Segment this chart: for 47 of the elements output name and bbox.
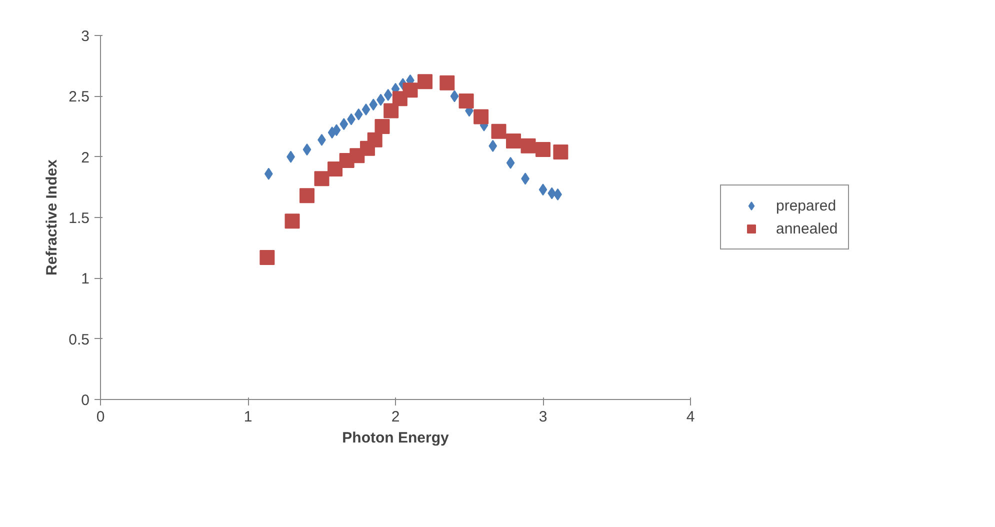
- y-axis-title: Refractive Index: [44, 158, 61, 276]
- point: [354, 108, 363, 120]
- point: [553, 144, 568, 160]
- point: [506, 156, 515, 169]
- y-tick-label: 0.5: [68, 331, 90, 348]
- legend-label: annealed: [776, 220, 838, 237]
- point: [367, 132, 382, 148]
- x-tick-label: 3: [538, 408, 548, 426]
- point: [260, 250, 275, 266]
- point: [384, 103, 399, 118]
- point: [332, 124, 341, 136]
- y-tick-label: 1.5: [68, 210, 90, 227]
- point: [538, 184, 548, 196]
- point: [362, 104, 370, 116]
- point: [302, 144, 312, 156]
- point: [340, 118, 348, 130]
- y-tick-label: 2.5: [68, 88, 90, 106]
- point: [369, 98, 378, 111]
- point: [440, 75, 455, 90]
- y-tick-label: 3: [81, 28, 90, 45]
- y-tick-label: 0: [81, 392, 90, 409]
- point: [374, 119, 390, 134]
- point: [458, 94, 474, 109]
- x-axis-title: Photon Energy: [342, 430, 450, 446]
- point: [284, 214, 300, 229]
- point: [506, 134, 521, 149]
- legend-label: prepared: [776, 197, 836, 214]
- point: [314, 171, 330, 186]
- y-tick-label: 2: [81, 149, 90, 166]
- x-tick-label: 2: [391, 408, 400, 426]
- y-tick-label: 1: [81, 270, 90, 288]
- point: [520, 138, 536, 154]
- point: [328, 161, 343, 176]
- x-tick-label: 0: [96, 408, 105, 426]
- point: [384, 88, 392, 101]
- point: [450, 90, 459, 102]
- point: [474, 109, 489, 124]
- point: [402, 82, 418, 98]
- point: [491, 124, 506, 139]
- point: [548, 187, 556, 200]
- x-tick-label: 4: [686, 408, 695, 426]
- x-tick-label: 1: [244, 408, 252, 426]
- point: [300, 188, 314, 204]
- point: [264, 168, 273, 180]
- point: [488, 140, 498, 152]
- point: [536, 142, 550, 158]
- point: [418, 74, 432, 90]
